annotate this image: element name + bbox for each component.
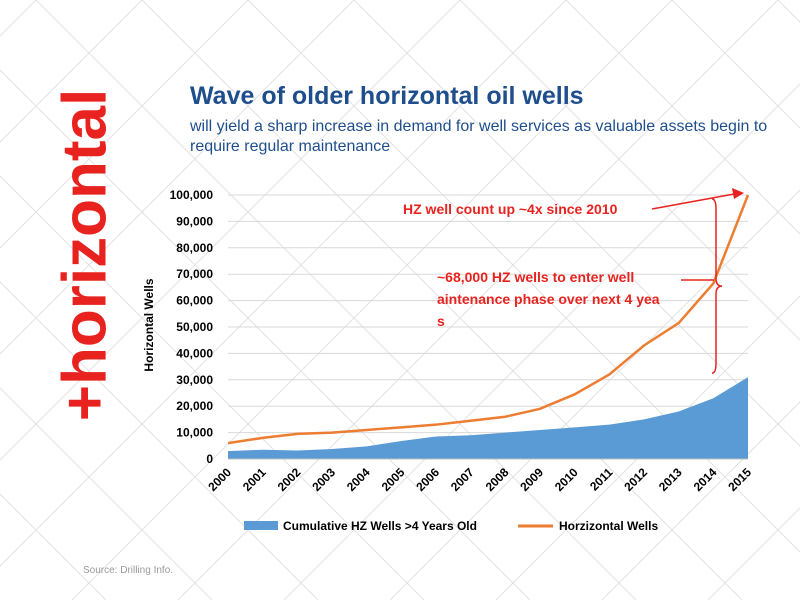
x-tick-label: 2006 — [413, 465, 442, 494]
source-note: Source: Drilling Info. — [83, 565, 174, 576]
page-subtitle: will yield a sharp increase in demand fo… — [190, 118, 768, 155]
legend-label-horizontal-wells: Horzizontal Wells — [559, 519, 658, 533]
x-tick-label: 2015 — [725, 465, 754, 494]
line-horizontal-wells — [227, 194, 750, 445]
annotation-arrow — [651, 193, 735, 210]
y-tick-labels: 0 10,000 20,000 30,000 40,000 50,000 60,000 70,… — [170, 188, 214, 466]
annotation-68000-line3: s — [437, 313, 445, 329]
y-tick-label: 60,000 — [176, 294, 213, 308]
x-tick-label: 2014 — [691, 465, 720, 494]
y-axis-label: Horizontal Wells — [142, 278, 156, 371]
y-tick-label: 90,000 — [176, 214, 213, 228]
y-tick-label: 30,000 — [176, 373, 213, 387]
y-tick-label: 40,000 — [176, 346, 213, 360]
annotation-arrowhead — [732, 188, 744, 199]
x-tick-label: 2005 — [379, 465, 408, 494]
x-tick-label: 2004 — [344, 465, 373, 494]
chart-gridlines — [228, 194, 748, 434]
x-tick-label: 2008 — [483, 465, 512, 494]
x-tick-label: 2007 — [448, 465, 477, 494]
legend-swatch-area — [244, 521, 278, 530]
y-tick-label: 80,000 — [176, 241, 213, 255]
y-tick-label: 70,000 — [176, 267, 213, 281]
x-tick-label: 2001 — [240, 465, 269, 494]
annotation-brace — [711, 198, 723, 374]
annotation-68000-line2: aintenance phase over next 4 yea — [437, 291, 660, 307]
y-tick-label: 50,000 — [176, 320, 213, 334]
y-tick-label: 0 — [206, 452, 213, 466]
legend-label-cumulative: Cumulative HZ Wells >4 Years Old — [283, 519, 477, 533]
x-tick-label: 2009 — [517, 465, 546, 494]
x-tick-label: 2003 — [309, 465, 338, 494]
annotation-68000-line1: ~68,000 HZ wells to enter well — [437, 269, 634, 285]
area-cumulative-hz-wells — [228, 377, 748, 459]
x-tick-label: 2012 — [621, 465, 650, 494]
y-tick-label: 100,000 — [170, 188, 214, 202]
page-title: Wave of older horizontal oil wells — [190, 82, 584, 110]
y-tick-label: 20,000 — [176, 399, 213, 413]
annotation-4x-since-2010: HZ well count up ~4x since 2010 — [403, 201, 618, 217]
x-tick-labels: 2000 2001 2002 2003 2004 2005 2006 2007 2008 2009… — [205, 465, 754, 494]
x-tick-label: 2000 — [205, 465, 234, 494]
x-tick-label: 2010 — [552, 465, 581, 494]
x-tick-label: 2011 — [587, 465, 616, 494]
y-tick-label: 10,000 — [176, 426, 213, 440]
x-tick-label: 2013 — [656, 465, 685, 494]
x-tick-label: 2002 — [275, 465, 304, 494]
